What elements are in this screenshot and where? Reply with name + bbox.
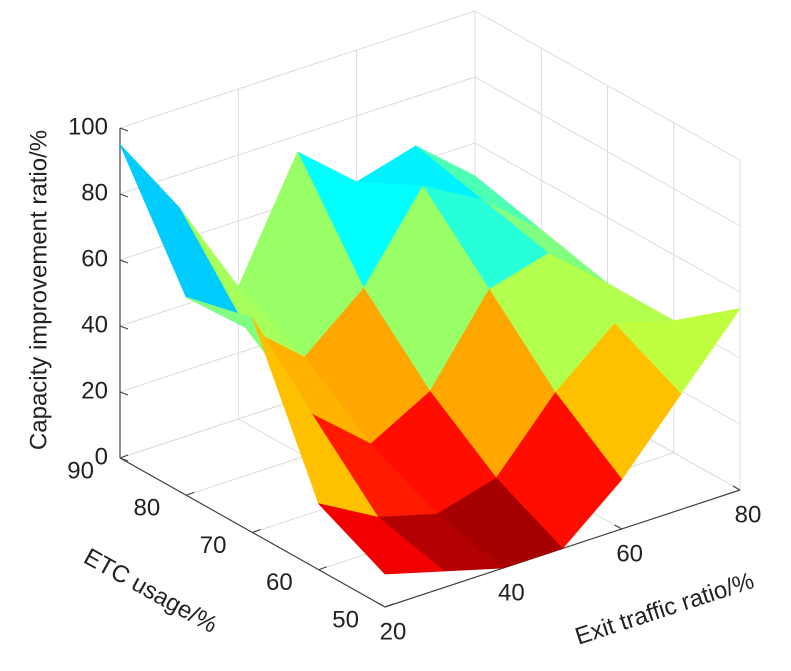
tick-mark bbox=[186, 491, 195, 496]
x-tick-label: 80 bbox=[735, 501, 762, 528]
tick-mark bbox=[119, 127, 129, 132]
x-axis-label: Exit traffic ratio/% bbox=[572, 567, 758, 650]
grid-line bbox=[119, 76, 476, 195]
tick-mark bbox=[119, 454, 129, 459]
z-axis-label: Capacity improvement ratio/% bbox=[25, 130, 52, 450]
y-tick-label: 50 bbox=[332, 606, 359, 633]
tick-mark bbox=[318, 566, 327, 571]
y-tick-label: 70 bbox=[200, 532, 227, 559]
grid-line bbox=[474, 76, 741, 227]
x-tick-label: 40 bbox=[498, 579, 525, 606]
tick-mark bbox=[252, 528, 261, 534]
tick-mark bbox=[119, 193, 129, 198]
y-tick-label: 80 bbox=[134, 495, 161, 522]
z-tick-label: 100 bbox=[68, 113, 108, 140]
tick-mark bbox=[384, 603, 394, 608]
y-tick-label: 90 bbox=[67, 457, 94, 484]
tick-mark bbox=[119, 457, 129, 462]
tick-mark bbox=[119, 325, 129, 330]
z-tick-label: 20 bbox=[81, 377, 108, 404]
tick-mark bbox=[614, 524, 622, 530]
z-tick-label: 60 bbox=[81, 245, 108, 272]
grid-line bbox=[119, 10, 476, 129]
z-tick-label: 40 bbox=[81, 311, 108, 338]
grid-line bbox=[474, 142, 741, 293]
grid-line bbox=[474, 10, 741, 161]
y-tick-label: 60 bbox=[266, 569, 293, 596]
z-tick-label: 80 bbox=[81, 179, 108, 206]
tick-mark bbox=[119, 391, 129, 396]
tick-mark bbox=[732, 485, 741, 491]
z-tick-label: 0 bbox=[95, 443, 108, 470]
tick-mark bbox=[119, 259, 129, 264]
surface-patch bbox=[119, 144, 246, 328]
surface-patch bbox=[318, 503, 445, 575]
x-tick-label: 60 bbox=[616, 540, 643, 567]
tick-mark bbox=[377, 602, 386, 608]
x-tick-label: 20 bbox=[380, 618, 407, 645]
